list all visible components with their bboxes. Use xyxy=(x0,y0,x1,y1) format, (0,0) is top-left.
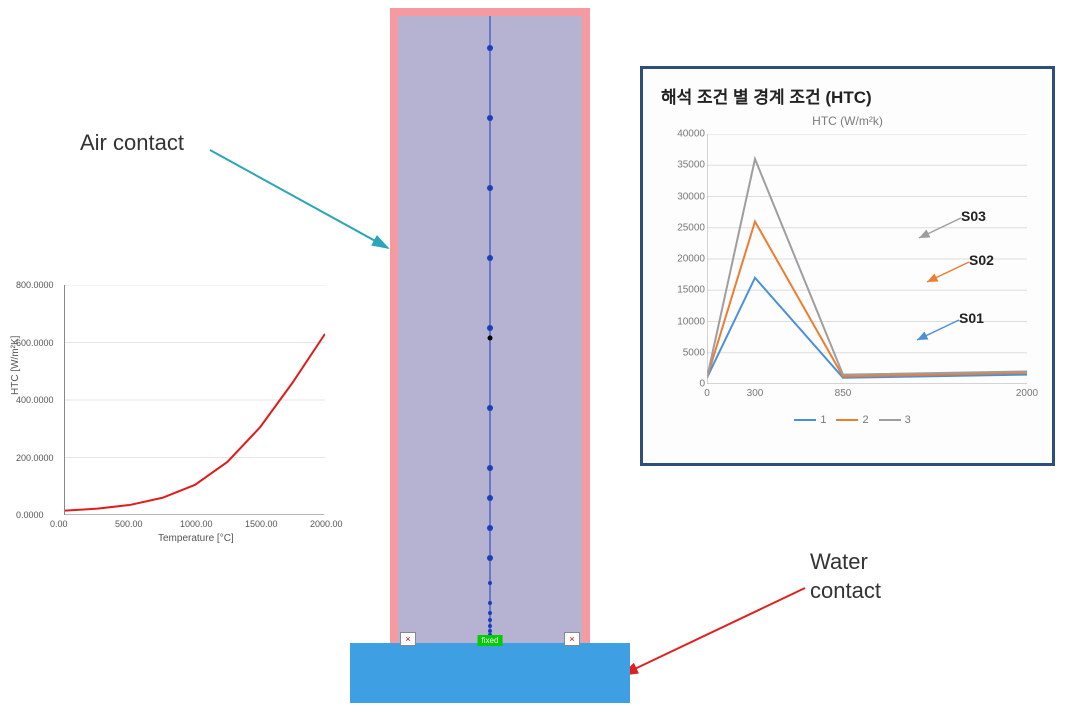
water-contact-label: Watercontact xyxy=(810,548,881,605)
column-centerline xyxy=(490,16,491,646)
column-node xyxy=(487,555,493,561)
column-node xyxy=(487,325,493,331)
column-node xyxy=(487,405,493,411)
left-chart-ytick: 600.0000 xyxy=(16,338,54,348)
water-base xyxy=(350,643,630,703)
right-chart-legend: 1 2 3 xyxy=(661,414,1034,426)
air-htc-chart: HTC [W/m²K] Temperature [°C] 0.0000200.0… xyxy=(8,275,338,565)
left-chart-ytick: 400.0000 xyxy=(16,395,54,405)
right-chart-xtick: 0 xyxy=(704,388,710,399)
column-node xyxy=(488,581,492,585)
left-chart-xtick: 500.00 xyxy=(115,519,143,529)
legend-swatch-S02 xyxy=(836,419,858,421)
left-chart-ytick: 200.0000 xyxy=(16,453,54,463)
right-chart: 0 5000 10000 15000 20000 25000 30000 35000 40000… xyxy=(661,130,1034,410)
series-arrow-S02 xyxy=(921,256,981,296)
legend-label-S02: 2 xyxy=(862,414,868,426)
right-chart-ytick: 15000 xyxy=(677,285,705,296)
left-chart-ytick: 0.0000 xyxy=(16,510,44,520)
column-node xyxy=(488,624,492,628)
right-chart-series-S02 xyxy=(707,222,1027,378)
column-node xyxy=(487,465,493,471)
legend-label-S01: 1 xyxy=(820,414,826,426)
right-chart-ytick: 20000 xyxy=(677,254,705,265)
legend-swatch-S03 xyxy=(879,419,901,421)
simulation-column: × × fixed xyxy=(390,8,590,708)
right-chart-xtick: 850 xyxy=(835,388,852,399)
left-chart-svg xyxy=(65,285,325,515)
water-contact-arrow xyxy=(610,580,820,690)
series-arrow-S01 xyxy=(911,314,971,354)
column-node xyxy=(488,611,492,615)
right-panel-title: 해석 조건 별 경계 조건 (HTC) xyxy=(661,83,1034,108)
series-arrow-S03 xyxy=(913,212,973,252)
right-chart-xtick: 300 xyxy=(747,388,764,399)
column-node xyxy=(487,115,493,121)
bc-marker-right: × xyxy=(564,632,580,646)
right-panel-subtitle: HTC (W/m²k) xyxy=(661,114,1034,128)
column-node xyxy=(488,601,492,605)
htc-conditions-panel: 해석 조건 별 경계 조건 (HTC) HTC (W/m²k) 0 5000 100… xyxy=(640,66,1055,466)
left-chart-xtick: 0.00 xyxy=(50,519,68,529)
left-chart-xtick: 1500.00 xyxy=(245,519,278,529)
left-chart-xtick: 2000.00 xyxy=(310,519,343,529)
left-chart-ytick: 800.0000 xyxy=(16,280,54,290)
right-chart-ytick: 40000 xyxy=(677,129,705,140)
column-node xyxy=(487,45,493,51)
right-chart-ytick: 5000 xyxy=(683,347,705,358)
legend-label-S03: 3 xyxy=(905,414,911,426)
left-chart-xtick: 1000.00 xyxy=(180,519,213,529)
right-chart-ytick: 25000 xyxy=(677,222,705,233)
right-chart-xtick: 2000 xyxy=(1016,388,1038,399)
right-chart-ytick: 30000 xyxy=(677,191,705,202)
column-node xyxy=(488,336,493,341)
column-node xyxy=(487,525,493,531)
column-node xyxy=(488,618,492,622)
right-chart-ytick: 35000 xyxy=(677,160,705,171)
column-node xyxy=(487,495,493,501)
air-contact-arrow xyxy=(210,140,410,270)
right-chart-ytick: 10000 xyxy=(677,316,705,327)
bc-marker-left: × xyxy=(400,632,416,646)
column-node xyxy=(487,255,493,261)
legend-swatch-S01 xyxy=(794,419,816,421)
bc-center-label: fixed xyxy=(478,635,503,646)
left-chart-x-title: Temperature [°C] xyxy=(158,533,234,544)
air-contact-label: Air contact xyxy=(80,130,184,156)
column-node xyxy=(487,185,493,191)
